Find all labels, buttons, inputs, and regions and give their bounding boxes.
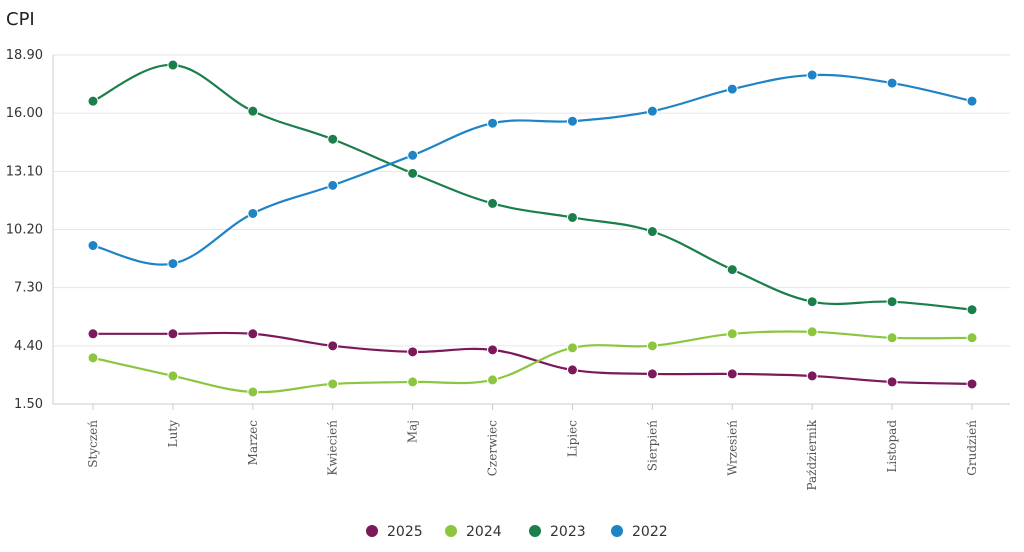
- data-point-2023-3[interactable]: [327, 133, 339, 145]
- x-tick-label: Październik: [805, 419, 819, 490]
- data-point-2024-3[interactable]: [327, 378, 339, 390]
- data-point-2025-0[interactable]: [87, 328, 99, 340]
- data-point-2024-11[interactable]: [966, 332, 978, 344]
- data-point-2023-11[interactable]: [966, 304, 978, 316]
- legend-swatch: [529, 525, 541, 537]
- data-point-2023-10[interactable]: [886, 296, 898, 308]
- series-line-2025: [93, 331, 973, 386]
- data-point-2025-3[interactable]: [327, 340, 339, 352]
- data-point-2024-0[interactable]: [87, 352, 99, 364]
- data-point-2025-6[interactable]: [566, 364, 578, 376]
- y-tick-label: 7.30: [14, 281, 43, 296]
- y-tick-label: 10.20: [6, 223, 43, 238]
- data-point-2024-7[interactable]: [646, 340, 658, 352]
- legend-swatch: [611, 525, 623, 537]
- x-tick-label: Listopad: [885, 420, 899, 473]
- x-tick-label: Maj: [406, 420, 420, 443]
- data-point-2023-8[interactable]: [726, 264, 738, 276]
- series-points: [87, 59, 978, 398]
- data-point-2022-5[interactable]: [487, 117, 499, 129]
- x-tick-label: Marzec: [246, 420, 260, 466]
- chart-title: CPI: [6, 9, 35, 30]
- data-point-2023-6[interactable]: [566, 211, 578, 223]
- x-tick-label: Kwiecień: [326, 420, 340, 476]
- legend-item-2023[interactable]: 2023: [529, 524, 586, 540]
- data-point-2025-9[interactable]: [806, 370, 818, 382]
- data-point-2025-8[interactable]: [726, 368, 738, 380]
- data-point-2022-4[interactable]: [407, 149, 419, 161]
- data-point-2023-9[interactable]: [806, 296, 818, 308]
- data-point-2025-1[interactable]: [167, 328, 179, 340]
- data-point-2025-7[interactable]: [646, 368, 658, 380]
- data-point-2022-9[interactable]: [806, 69, 818, 81]
- legend-label: 2025: [387, 524, 423, 540]
- x-tick-label: Lipiec: [565, 420, 579, 457]
- legend-item-2022[interactable]: 2022: [611, 524, 668, 540]
- legend-swatch: [445, 525, 457, 537]
- series-line-2023: [92, 63, 973, 311]
- data-point-2025-10[interactable]: [886, 376, 898, 388]
- y-tick-label: 16.00: [6, 106, 43, 121]
- x-tick-label: Luty: [166, 420, 180, 448]
- series-lines: [92, 63, 973, 394]
- data-point-2024-1[interactable]: [167, 370, 179, 382]
- data-point-2024-10[interactable]: [886, 332, 898, 344]
- data-point-2024-2[interactable]: [247, 386, 259, 398]
- data-point-2024-6[interactable]: [566, 342, 578, 354]
- data-point-2025-5[interactable]: [487, 344, 499, 356]
- series-line-2024: [92, 330, 973, 394]
- x-tick-label: Styczeń: [86, 420, 100, 468]
- legend-label: 2023: [550, 524, 586, 540]
- data-point-2025-2[interactable]: [247, 328, 259, 340]
- data-point-2024-4[interactable]: [407, 376, 419, 388]
- data-point-2022-10[interactable]: [886, 77, 898, 89]
- y-tick-label: 13.10: [6, 164, 43, 179]
- data-point-2022-0[interactable]: [87, 240, 99, 252]
- data-point-2022-2[interactable]: [247, 207, 259, 219]
- legend[interactable]: 2025 2024 2023 2022: [366, 524, 668, 540]
- x-axis: Styczeń Luty Marzec Kwiecień Maj Czerwiec Lipi…: [53, 403, 1010, 491]
- data-point-2022-11[interactable]: [966, 95, 978, 107]
- series-line-2022: [92, 73, 973, 266]
- data-point-2023-1[interactable]: [167, 59, 179, 71]
- x-tick-label: Grudzień: [965, 420, 979, 476]
- data-point-2023-5[interactable]: [487, 197, 499, 209]
- legend-swatch: [366, 525, 378, 537]
- data-point-2022-6[interactable]: [566, 115, 578, 127]
- data-point-2024-5[interactable]: [487, 374, 499, 386]
- data-point-2024-8[interactable]: [726, 328, 738, 340]
- x-tick-label: Wrzesień: [725, 420, 739, 476]
- data-point-2023-7[interactable]: [646, 226, 658, 238]
- x-tick-label: Sierpień: [645, 420, 659, 472]
- data-point-2022-1[interactable]: [167, 258, 179, 270]
- data-point-2023-2[interactable]: [247, 105, 259, 117]
- x-tick-label: Czerwiec: [486, 420, 500, 477]
- data-point-2022-8[interactable]: [726, 83, 738, 95]
- legend-label: 2022: [632, 524, 668, 540]
- y-tick-label: 18.90: [6, 48, 43, 63]
- grid-lines: [53, 54, 1010, 405]
- y-axis: 1.50 4.40 7.30 10.20 13.10 16.00 18.90: [6, 48, 54, 412]
- legend-item-2024[interactable]: 2024: [445, 524, 502, 540]
- legend-item-2025[interactable]: 2025: [366, 524, 423, 540]
- data-point-2025-11[interactable]: [966, 378, 978, 390]
- y-tick-label: 4.40: [14, 339, 43, 354]
- y-tick-label: 1.50: [14, 397, 43, 412]
- data-point-2022-3[interactable]: [327, 179, 339, 191]
- data-point-2023-0[interactable]: [87, 95, 99, 107]
- data-point-2022-7[interactable]: [646, 105, 658, 117]
- data-point-2023-4[interactable]: [407, 167, 419, 179]
- data-point-2025-4[interactable]: [407, 346, 419, 358]
- data-point-2024-9[interactable]: [806, 326, 818, 338]
- legend-label: 2024: [466, 524, 502, 540]
